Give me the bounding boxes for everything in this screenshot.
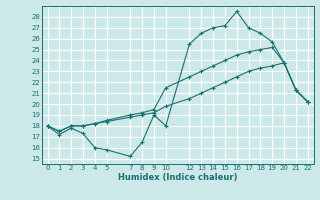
X-axis label: Humidex (Indice chaleur): Humidex (Indice chaleur) [118, 173, 237, 182]
